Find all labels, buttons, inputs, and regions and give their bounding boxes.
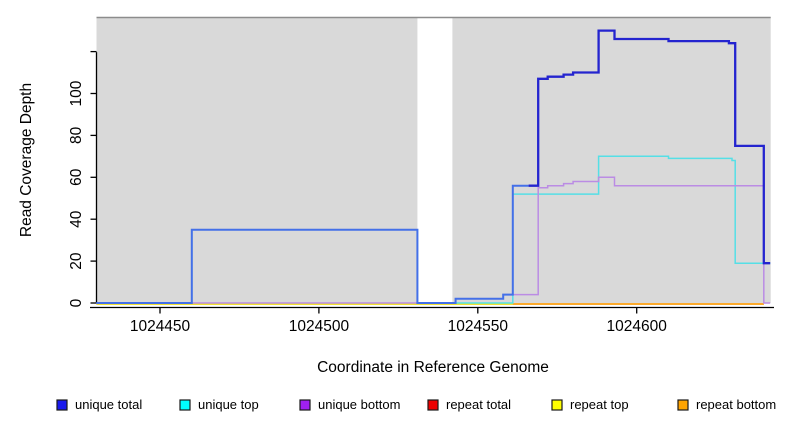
legend-item-unique-bottom: unique bottom (299, 397, 400, 412)
series-line-unique-total-left (96, 184, 529, 304)
legend-label: repeat top (570, 397, 629, 412)
y-axis-title: Read Coverage Depth (18, 83, 35, 237)
y-tick-label: 100 (68, 80, 85, 106)
x-tick-label: 1024550 (448, 318, 509, 335)
legend-swatch (56, 399, 68, 411)
legend-label: unique top (198, 397, 259, 412)
y-tick-label: 0 (68, 298, 85, 307)
legend-swatch (427, 399, 439, 411)
y-tick-label: 80 (68, 126, 85, 144)
plot-background-right (452, 17, 771, 303)
legend-item-repeat-top: repeat top (551, 397, 629, 412)
legend-label: unique total (75, 397, 142, 412)
y-tick-label: 60 (68, 168, 85, 186)
legend-item-unique-top: unique top (179, 397, 259, 412)
x-tick-label: 1024500 (289, 318, 350, 335)
plot-background-left (96, 17, 418, 303)
y-tick-label: 20 (68, 252, 85, 270)
legend-item-unique-total: unique total (56, 397, 142, 412)
legend-swatch (299, 399, 311, 411)
y-tick-label: 40 (68, 210, 85, 228)
legend-swatch (551, 399, 563, 411)
legend-item-repeat-total: repeat total (427, 397, 511, 412)
legend-label: repeat total (446, 397, 511, 412)
x-tick-label: 1024600 (607, 318, 668, 335)
legend-swatch (677, 399, 689, 411)
legend-label: repeat bottom (696, 397, 776, 412)
x-tick-label: 1024450 (130, 318, 191, 335)
x-axis-title: Coordinate in Reference Genome (317, 359, 549, 376)
legend-item-repeat-bottom: repeat bottom (677, 397, 776, 412)
legend-swatch (179, 399, 191, 411)
legend-label: unique bottom (318, 397, 400, 412)
series-line-unique-total-right (528, 29, 771, 265)
